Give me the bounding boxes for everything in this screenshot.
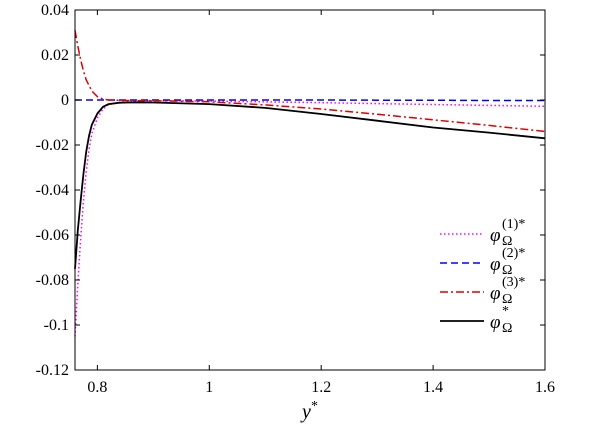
x-axis-ticks: 0.8 1 1.2 1.4 1.6 [87,10,555,396]
y-tick-label: -0.1 [44,317,69,334]
y-tick-label: -0.04 [36,182,69,199]
y-tick-label: -0.06 [36,227,69,244]
y-axis-ticks: 0.04 0.02 0 -0.02 -0.04 -0.06 -0.08 -0.1 -0.12 [36,2,545,379]
series-line-3 [74,30,546,133]
plot-lines [74,30,546,337]
x-axis-title: y* [300,399,318,423]
y-tick-label: 0 [61,92,69,109]
y-tick-label: -0.08 [36,272,69,289]
y-tick-label: 0.02 [41,47,69,64]
x-tick-label: 1 [205,379,213,396]
legend-label-2: φΩ(2)* [490,246,525,278]
x-tick-label: 0.8 [87,379,107,396]
legend-label-4: φΩ* [490,304,512,336]
y-tick-label: -0.02 [36,137,69,154]
x-tick-label: 1.4 [423,379,443,396]
y-tick-label: -0.12 [36,362,69,379]
series-line-4 [74,101,546,269]
x-tick-label: 1.2 [311,379,331,396]
series-line-1 [74,99,546,337]
legend-label-3: φΩ(3)* [490,275,525,307]
legend: φΩ(1)*φΩ(2)*φΩ(3)*φΩ* [440,217,525,336]
y-tick-label: 0.04 [41,2,69,19]
legend-label-1: φΩ(1)* [490,217,525,249]
x-tick-label: 1.6 [535,379,555,396]
